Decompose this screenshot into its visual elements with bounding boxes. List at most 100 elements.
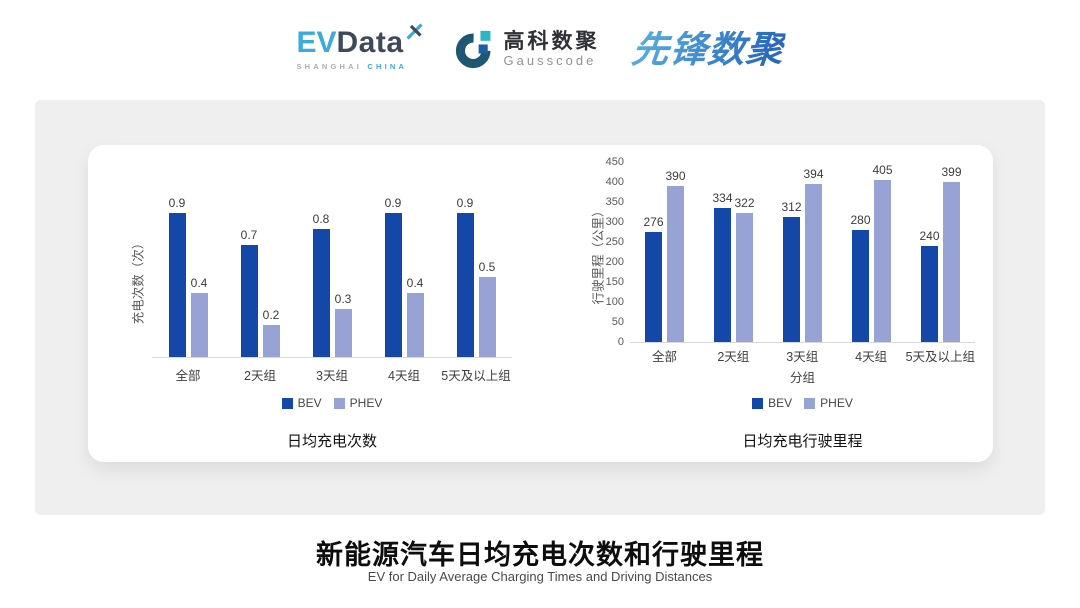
evdata-logo: EV Data SHANGHAI CHINA [296, 22, 423, 71]
bar-phev: 405 [872, 163, 893, 342]
category-label: 3天组 [786, 350, 819, 364]
category-label: 3天组 [316, 369, 348, 383]
legend-swatch [281, 397, 293, 409]
legend-item-phev: PHEV [804, 396, 853, 410]
legend: BEV PHEV [152, 396, 512, 410]
gausscode-g-icon [455, 30, 490, 69]
bar-value-label: 390 [665, 169, 686, 183]
y-tick-label: 450 [605, 156, 624, 168]
bar-phev: 322 [734, 196, 755, 342]
legend-label: BEV [768, 396, 793, 410]
gausscode-text: 高科数聚 Gausscode [504, 29, 600, 68]
bar-value-label: 0.7 [240, 228, 258, 242]
bar-value-label: 0.5 [478, 260, 496, 274]
chart-title: 日均充电行驶里程 [742, 433, 863, 450]
bar-value-label: 0.9 [456, 196, 474, 210]
legend-label: PHEV [349, 396, 383, 410]
bar-group: 0.9 0.5 [440, 196, 512, 357]
chart-daily-charging-times: 充电次数（次） 0.9 0.4 0.7 0.2 0.8 0.3 0.9 0.4 0.9 0.5 全… [118, 145, 528, 462]
evdata-sparkle-icon [405, 22, 423, 40]
bar-value-label: 399 [941, 165, 962, 180]
legend-item-phev: PHEV [333, 396, 383, 410]
legend: BEV PHEV [630, 396, 975, 410]
evdata-shanghai-text: SHANGHAI [296, 61, 363, 71]
y-axis-ticks: 0 50 100 150 200 250 300 350 400 450 [590, 156, 624, 348]
bar-phev: 0.3 [334, 292, 352, 357]
bar-value-label: 0.3 [334, 292, 352, 306]
bar-phev: 394 [803, 167, 824, 342]
category-label: 2天组 [244, 369, 276, 383]
page-title: 新能源汽车日均充电次数和行驶里程 [316, 540, 764, 570]
gausscode-logo: 高科数聚 Gausscode [455, 29, 600, 69]
y-tick-label: 50 [611, 316, 624, 329]
bar-phev: 399 [941, 165, 962, 342]
bar-bev: 334 [712, 191, 733, 342]
legend-swatch [804, 397, 816, 409]
category-label: 5天及以上组 [441, 369, 511, 383]
y-tick-label: 250 [605, 236, 624, 248]
evdata-ev-text: EV [296, 25, 337, 59]
chart-card: 充电次数（次） 0.9 0.4 0.7 0.2 0.8 0.3 0.9 0.4 0.9 0.5 全… [88, 145, 993, 462]
chart-title: 日均充电次数 [286, 433, 377, 450]
bar-phev: 0.4 [190, 276, 208, 357]
pioneer-logo: 先锋数聚 [629, 28, 786, 70]
y-tick-label: 400 [605, 176, 624, 189]
bar-value-label: 0.4 [190, 276, 208, 290]
evdata-wordmark: EV Data [296, 22, 423, 59]
category-label: 全部 [651, 350, 677, 364]
y-tick-label: 100 [605, 296, 624, 309]
bar-group: 0.9 0.4 [368, 196, 440, 357]
bar-value-label: 0.9 [168, 196, 186, 210]
evdata-subtext: SHANGHAI CHINA [296, 62, 407, 71]
bar-group: 0.7 0.2 [224, 197, 296, 357]
y-axis-label: 充电次数（次） [131, 236, 146, 325]
bar-group: 276 390 [630, 162, 699, 342]
category-label: 全部 [175, 369, 201, 383]
bar-value-label: 405 [872, 163, 893, 177]
bar-phev: 0.5 [478, 260, 496, 357]
evdata-data-text: Data [336, 25, 404, 59]
legend-swatch [752, 397, 764, 409]
bar-bev: 0.7 [240, 228, 258, 357]
plot-area: 276 390 334 322 312 394 280 405 240 399 [630, 162, 975, 343]
bar-bev: 312 [781, 200, 802, 342]
bar-bev: 0.9 [456, 196, 474, 357]
bar-phev: 390 [665, 169, 686, 342]
bar-group: 240 399 [906, 162, 975, 342]
bar-group: 280 405 [837, 162, 906, 342]
bar-value-label: 0.4 [406, 276, 424, 290]
bar-phev: 0.2 [262, 308, 280, 357]
bar-value-label: 322 [734, 196, 755, 211]
bar-bev: 0.9 [168, 196, 186, 357]
evdata-china-text: CHINA [367, 61, 408, 71]
bar-value-label: 0.8 [312, 212, 330, 226]
category-label: 5天及以上组 [905, 350, 976, 364]
y-tick-label: 350 [605, 196, 624, 208]
category-label: 4天组 [855, 350, 888, 364]
legend-item-bev: BEV [752, 396, 792, 410]
bar-group: 312 394 [768, 162, 837, 342]
bar-value-label: 0.2 [262, 308, 280, 322]
chart-daily-driving-distance: 行驶里程（公里） 0 50 100 150 200 250 300 350 400 450 276… [566, 145, 980, 462]
bar-bev: 276 [643, 215, 664, 342]
bar-group: 334 322 [699, 162, 768, 342]
bar-group: 0.9 0.4 [152, 196, 224, 357]
plot-area: 0.9 0.4 0.7 0.2 0.8 0.3 0.9 0.4 0.9 0.5 [152, 196, 512, 358]
bar-value-label: 0.9 [384, 196, 402, 210]
gausscode-cn-text: 高科数聚 [503, 30, 600, 54]
bar-phev: 0.4 [406, 276, 424, 357]
category-label: 2天组 [717, 350, 750, 364]
gausscode-en-text: Gausscode [503, 53, 597, 69]
bar-bev: 280 [850, 213, 871, 342]
gray-panel: 充电次数（次） 0.9 0.4 0.7 0.2 0.8 0.3 0.9 0.4 0.9 0.5 全… [35, 100, 1045, 515]
x-axis-categories: 全部 2天组 3天组 4天组 5天及以上组 [630, 346, 975, 365]
bar-value-label: 280 [850, 213, 871, 227]
legend-swatch [333, 397, 345, 409]
bar-bev: 0.8 [312, 212, 330, 357]
bar-value-label: 312 [781, 200, 802, 215]
page-subtitle: EV for Daily Average Charging Times and … [367, 569, 713, 584]
header-logos: EV Data SHANGHAI CHINA 高科数聚 Gausscode 先锋数… [0, 14, 1080, 84]
bar-bev: 240 [919, 229, 940, 342]
legend-item-bev: BEV [281, 396, 322, 410]
